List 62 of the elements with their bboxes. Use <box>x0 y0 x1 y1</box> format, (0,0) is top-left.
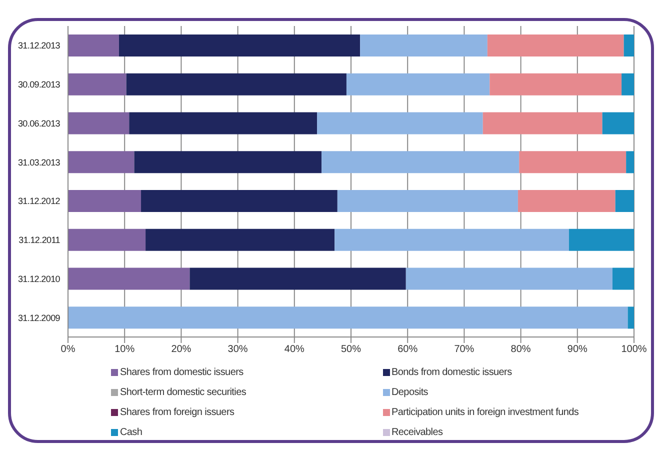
x-tick-label: 20% <box>171 344 192 356</box>
bar <box>134 151 322 174</box>
x-tick-label: 80% <box>510 344 531 356</box>
x-tick-label: 60% <box>398 344 418 356</box>
bar <box>482 112 602 134</box>
x-tick-label: 70% <box>454 344 474 356</box>
x-tick-label: 10% <box>114 344 135 356</box>
bar <box>612 268 634 290</box>
bar <box>626 151 634 174</box>
y-tick-label: 31.12.2010 <box>18 274 60 284</box>
bar <box>68 268 190 290</box>
y-tick-label: 30.09.2013 <box>18 80 60 90</box>
bar <box>146 228 335 251</box>
bar <box>190 268 406 290</box>
y-tick-label: 31.12.2013 <box>18 40 60 51</box>
legend-label: Bonds from domestic issuers <box>392 366 512 378</box>
bar <box>615 190 634 212</box>
y-tick-label: 30.06.2013 <box>18 118 60 128</box>
bar <box>568 228 634 251</box>
legend-label: Receivables <box>392 426 443 438</box>
y-tick-label: 31.12.2012 <box>18 196 60 206</box>
legend-label: Shares from foreign issuers <box>120 406 234 418</box>
x-tick-label: 100% <box>621 344 647 356</box>
bar <box>518 190 616 212</box>
y-tick-label: 31.12.2011 <box>18 235 60 246</box>
legend-label: Cash <box>120 426 142 438</box>
bar <box>317 112 483 134</box>
bar <box>141 190 338 212</box>
x-tick-label: 50% <box>340 344 362 356</box>
bar <box>519 151 626 174</box>
bar <box>602 112 634 134</box>
legend-label: Deposits <box>392 386 428 398</box>
x-tick-label: 30% <box>228 344 248 356</box>
bar <box>68 306 628 329</box>
bar <box>68 73 126 96</box>
x-tick-label: 90% <box>567 344 588 356</box>
legend-label: Shares from domestic issuers <box>120 366 244 378</box>
bar <box>406 268 612 290</box>
bar <box>118 34 360 57</box>
bar <box>337 190 518 212</box>
bar <box>487 34 624 57</box>
bar <box>68 151 134 174</box>
y-tick-label: 31.03.2013 <box>18 157 60 168</box>
bar <box>346 73 490 96</box>
bar <box>624 34 634 57</box>
legend-label: Short-term domestic securities <box>120 386 246 398</box>
bar <box>68 228 146 251</box>
bar <box>360 34 488 57</box>
x-tick-label: 40% <box>284 344 305 356</box>
bar <box>622 73 634 96</box>
bar <box>490 73 622 96</box>
x-tick-label: 0% <box>60 344 76 356</box>
bar <box>68 112 130 134</box>
bar <box>129 112 318 134</box>
y-tick-label: 31.12.2009 <box>18 312 60 323</box>
bar <box>322 151 520 174</box>
bar <box>68 190 142 212</box>
legend-label: Participation units in foreign investment funds <box>392 406 579 418</box>
bar <box>334 228 569 251</box>
bar <box>126 73 346 96</box>
bar <box>628 306 634 329</box>
bar <box>68 34 119 57</box>
